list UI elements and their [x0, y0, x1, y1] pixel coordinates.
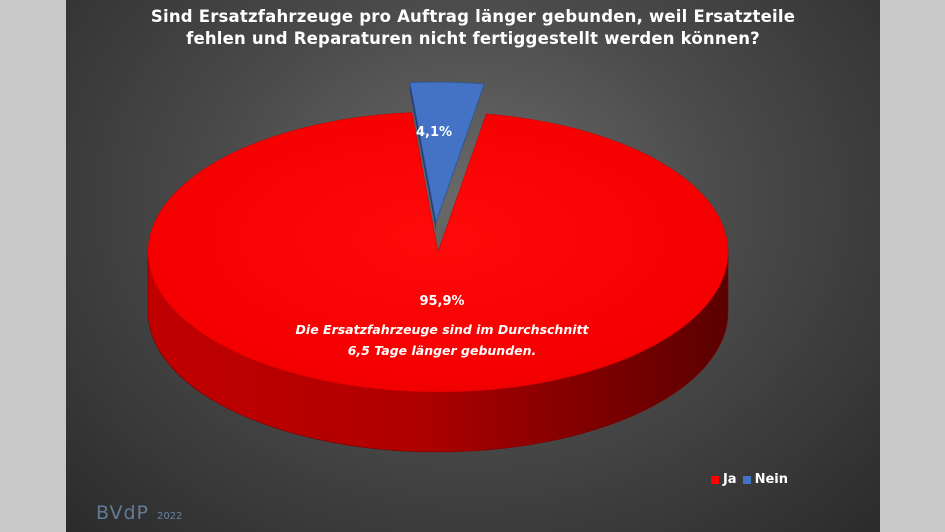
pie-slice-nein	[409, 81, 485, 224]
legend-item-ja: Ja	[710, 472, 737, 487]
legend-label-nein: Nein	[754, 472, 788, 487]
legend-item-nein: Nein	[742, 472, 788, 487]
annotation-line-2: 6,5 Tage länger gebunden.	[348, 343, 537, 358]
data-label-nein: 4,1%	[416, 125, 452, 140]
chart-title: Sind Ersatzfahrzeuge pro Auftrag länger …	[106, 6, 840, 50]
pie-slice-ja	[147, 112, 729, 393]
data-label-ja: 95,9%	[419, 294, 464, 309]
annotation-line-1: Die Ersatzfahrzeuge sind im Durchschnitt	[296, 322, 590, 337]
slide-background: Sind Ersatzfahrzeuge pro Auftrag länger …	[66, 0, 880, 532]
brand-year: 2022	[156, 511, 183, 522]
legend-swatch-ja	[710, 475, 719, 484]
chart-title-line-2: fehlen und Reparaturen nicht fertiggeste…	[186, 29, 760, 48]
legend: Ja Nein	[710, 472, 788, 487]
brand-logo: BVdP	[96, 502, 149, 524]
legend-swatch-nein	[742, 475, 751, 484]
legend-label-ja: Ja	[722, 472, 737, 487]
brand: BVdP 2022	[96, 502, 182, 524]
chart-title-line-1: Sind Ersatzfahrzeuge pro Auftrag länger …	[150, 7, 796, 26]
pie-chart: 4,1% 95,9% Die Ersatzfahrzeuge sind im Dur…	[147, 81, 729, 453]
